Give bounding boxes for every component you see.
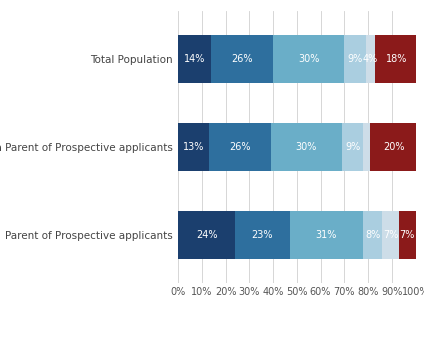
Bar [178, 123, 209, 171]
Text: 13%: 13% [183, 142, 204, 152]
Bar [344, 35, 365, 83]
Bar [273, 35, 344, 83]
Text: 4%: 4% [363, 54, 378, 64]
Bar [375, 35, 418, 83]
Text: 8%: 8% [365, 230, 380, 240]
Text: 7%: 7% [383, 230, 398, 240]
Text: 31%: 31% [316, 230, 337, 240]
Text: 30%: 30% [298, 54, 319, 64]
Text: 20%: 20% [383, 142, 405, 152]
Bar [235, 211, 290, 259]
Text: 26%: 26% [232, 54, 253, 64]
Text: 9%: 9% [347, 54, 363, 64]
Bar [211, 35, 273, 83]
Bar [363, 123, 371, 171]
Text: 30%: 30% [296, 142, 317, 152]
Bar [178, 35, 211, 83]
Bar [399, 211, 416, 259]
Text: 18%: 18% [386, 54, 407, 64]
Bar [382, 211, 399, 259]
Text: 24%: 24% [196, 230, 218, 240]
Bar [371, 123, 418, 171]
Text: 26%: 26% [229, 142, 251, 152]
Bar [209, 123, 271, 171]
Text: 9%: 9% [345, 142, 360, 152]
Text: 23%: 23% [251, 230, 273, 240]
Bar [363, 211, 382, 259]
Text: 14%: 14% [184, 54, 205, 64]
Text: 7%: 7% [399, 230, 415, 240]
Bar [365, 35, 375, 83]
Bar [178, 211, 235, 259]
Bar [290, 211, 363, 259]
Bar [342, 123, 363, 171]
Bar [271, 123, 342, 171]
